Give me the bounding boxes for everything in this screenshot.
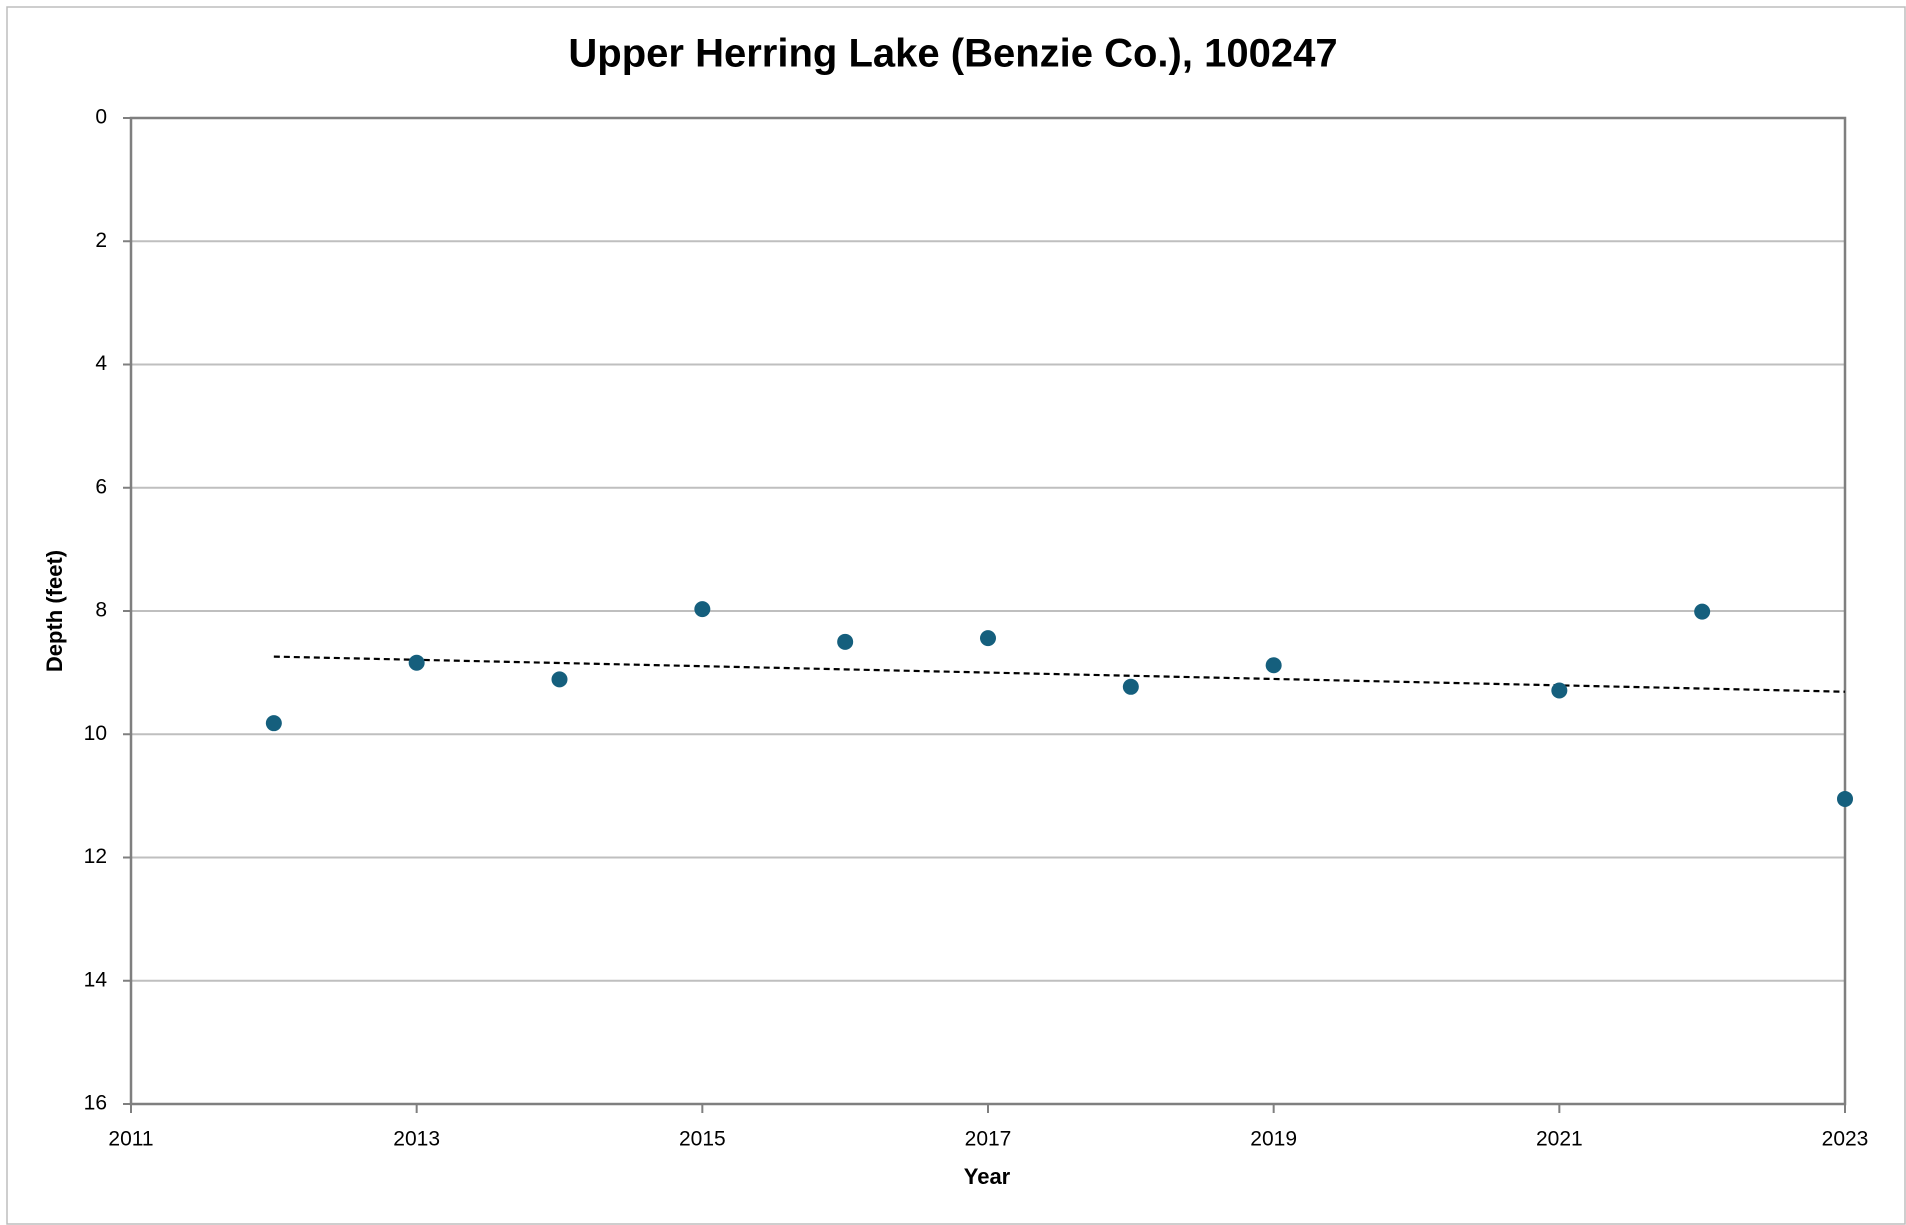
trendline [273, 655, 1846, 693]
y-axis-title: Depth (feet) [42, 550, 67, 672]
data-point [837, 633, 854, 650]
y-tick-label: 4 [95, 352, 107, 375]
data-point [551, 671, 568, 688]
data-point [1551, 682, 1568, 699]
data-point [1265, 657, 1282, 674]
x-tick-label: 2019 [1250, 1128, 1297, 1151]
x-axis-title: Year [964, 1164, 1011, 1189]
y-tick-label: 8 [95, 599, 107, 622]
data-point [1122, 678, 1139, 695]
y-tick-label: 16 [84, 1092, 107, 1115]
x-tick-label: 2015 [679, 1128, 726, 1151]
x-tick-label: 2011 [108, 1128, 153, 1151]
x-tick-label: 2013 [393, 1128, 440, 1151]
chart-title: Upper Herring Lake (Benzie Co.), 100247 [568, 32, 1337, 76]
data-point [1837, 790, 1853, 807]
y-tick-label: 14 [84, 968, 108, 991]
x-tick-label: 2021 [1536, 1128, 1583, 1151]
data-point [980, 630, 996, 647]
y-tick-label: 10 [84, 722, 107, 745]
data-point [694, 601, 711, 618]
y-tick-label: 12 [84, 845, 107, 868]
data-point [408, 654, 425, 671]
chart-border [6, 6, 1906, 1225]
x-tick-label: 2017 [965, 1128, 1012, 1151]
data-point [1694, 603, 1711, 620]
y-tick-label: 2 [95, 229, 107, 252]
x-tick-label: 2023 [1822, 1128, 1869, 1151]
y-tick-label: 6 [95, 475, 107, 498]
y-tick-label: 0 [95, 106, 107, 129]
data-point [265, 715, 282, 732]
